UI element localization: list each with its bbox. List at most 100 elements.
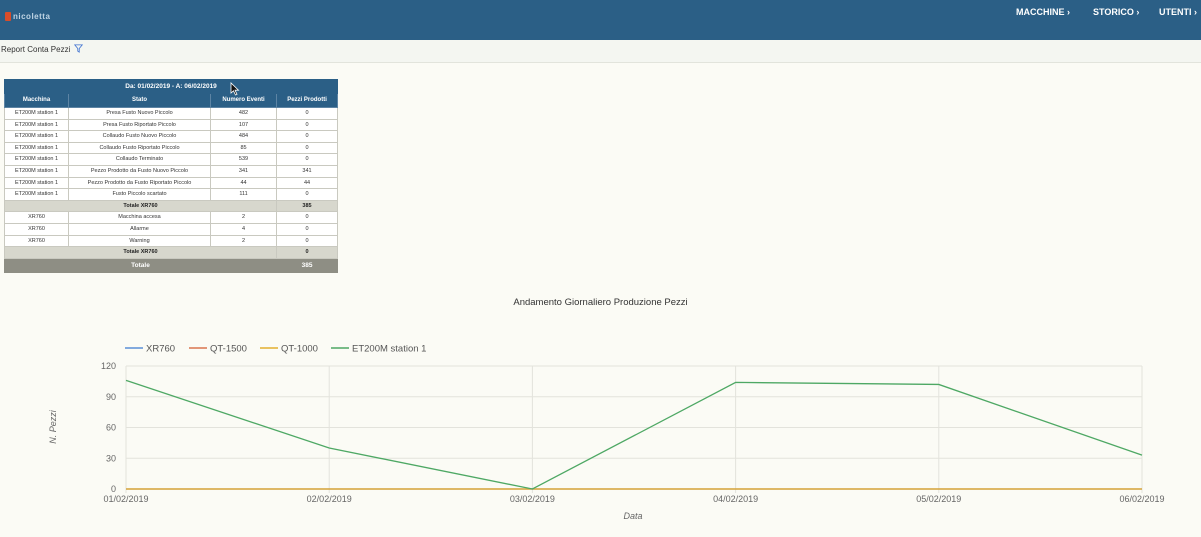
subtotal-value: 385	[275, 199, 339, 213]
col-header-macchina[interactable]: Macchina	[4, 93, 69, 108]
date-range-header: Da: 01/02/2019 - A: 06/02/2019	[3, 79, 339, 94]
y-axis-ticks: 120 90 60 30 0	[101, 361, 116, 494]
cell-pezzi: 0	[275, 211, 339, 224]
report-title: Report Conta Pezzi	[1, 45, 71, 54]
cell-stato: Warning	[68, 234, 211, 248]
nav-macchine[interactable]: MACCHINE ›	[1016, 7, 1070, 17]
top-navbar: nicoletta MACCHINE › STORICO › UTENTI ›	[0, 0, 1201, 40]
cell-macchina: ET200M station 1	[4, 153, 69, 166]
production-line-chart: XR760 QT-1500 QT-1000 ET200M station 1 120 9…	[48, 344, 1165, 522]
table-row: XR760 Macchina accesa 2 0	[4, 211, 339, 224]
y-tick-label: 0	[111, 484, 116, 494]
cell-stato: Collaudo Fusto Nuovo Piccolo	[68, 130, 211, 143]
table-row: XR760 Warning 2 0	[4, 234, 339, 248]
nav-utenti[interactable]: UTENTI ›	[1159, 7, 1197, 17]
legend-item-label[interactable]: QT-1000	[281, 344, 318, 355]
cell-stato: Macchina accesa	[68, 211, 211, 224]
subtotal-value: 0	[275, 246, 339, 259]
table-row: ET200M station 1 Collaudo Fusto Riportat…	[4, 141, 339, 155]
total-label: Totale	[4, 257, 277, 273]
col-header-numero-eventi[interactable]: Numero Eventi	[210, 93, 277, 108]
cell-pezzi: 0	[275, 141, 339, 155]
subtotal-label: Totale XR760	[4, 246, 277, 259]
cell-stato: Presa Fusto Nuovo Piccolo	[68, 107, 211, 120]
cell-pezzi: 0	[275, 234, 339, 248]
x-axis-ticks: 01/02/2019 02/02/2019 03/02/2019 04/02/2019…	[103, 494, 1164, 504]
y-tick-label: 30	[106, 453, 116, 463]
total-row: Totale 385	[4, 257, 339, 273]
mouse-cursor-icon	[230, 82, 240, 96]
table-row: ET200M station 1 Presa Fusto Nuovo Picco…	[4, 107, 339, 120]
cell-pezzi: 0	[275, 118, 339, 132]
cell-macchina: XR760	[4, 234, 69, 248]
total-value: 385	[275, 257, 339, 273]
table-row: ET200M station 1 Collaudo Terminato 539 …	[4, 153, 339, 166]
x-tick-label: 02/02/2019	[307, 494, 352, 504]
app-logo[interactable]: nicoletta	[5, 10, 50, 22]
legend-item-label[interactable]: ET200M station 1	[352, 344, 426, 355]
cell-eventi: 111	[210, 188, 277, 201]
nav-storico[interactable]: STORICO ›	[1093, 7, 1140, 17]
cell-stato: Allarme	[68, 222, 211, 236]
cell-pezzi: 0	[275, 130, 339, 143]
cell-macchina: ET200M station 1	[4, 130, 69, 143]
cell-pezzi: 341	[275, 164, 339, 178]
table-row: ET200M station 1 Pezzo Prodotto da Fusto…	[4, 164, 339, 178]
chart-title: Andamento Giornaliero Produzione Pezzi	[513, 297, 688, 308]
logo-mark-icon	[5, 11, 11, 21]
cell-eventi: 2	[210, 234, 277, 248]
chart-grid	[125, 365, 1143, 493]
cell-stato: Collaudo Terminato	[68, 153, 211, 166]
x-tick-label: 06/02/2019	[1119, 494, 1164, 504]
cell-pezzi: 0	[275, 188, 339, 201]
y-tick-label: 120	[101, 361, 116, 371]
cell-macchina: ET200M station 1	[4, 118, 69, 132]
x-tick-label: 05/02/2019	[916, 494, 961, 504]
cell-macchina: ET200M station 1	[4, 176, 69, 190]
cell-pezzi: 44	[275, 176, 339, 190]
legend-item-label[interactable]: XR760	[146, 344, 175, 355]
y-tick-label: 90	[106, 392, 116, 402]
x-tick-label: 01/02/2019	[103, 494, 148, 504]
x-axis-label: Data	[623, 511, 642, 521]
cell-eventi: 482	[210, 107, 277, 120]
table-row: ET200M station 1 Pezzo Prodotto da Fusto…	[4, 176, 339, 190]
table-row: XR760 Allarme 4 0	[4, 222, 339, 236]
table-row: ET200M station 1 Collaudo Fusto Nuovo Pi…	[4, 130, 339, 143]
cell-eventi: 107	[210, 118, 277, 132]
cell-pezzi: 0	[275, 153, 339, 166]
cell-macchina: ET200M station 1	[4, 141, 69, 155]
filter-icon[interactable]	[74, 44, 83, 53]
cell-eventi: 2	[210, 211, 277, 224]
col-header-stato[interactable]: Stato	[68, 93, 211, 108]
report-toolbar: Report Conta Pezzi	[0, 40, 1201, 63]
table-row: ET200M station 1 Presa Fusto Riportato P…	[4, 118, 339, 132]
cell-macchina: XR760	[4, 211, 69, 224]
cell-stato: Pezzo Prodotto da Fusto Riportato Piccol…	[68, 176, 211, 190]
cell-macchina: ET200M station 1	[4, 164, 69, 178]
cell-eventi: 484	[210, 130, 277, 143]
cell-stato: Presa Fusto Riportato Piccolo	[68, 118, 211, 132]
cell-eventi: 341	[210, 164, 277, 178]
cell-macchina: ET200M station 1	[4, 188, 69, 201]
report-table: Da: 01/02/2019 - A: 06/02/2019 Macchina …	[3, 79, 339, 273]
subtotal-label: Totale XR760	[4, 199, 277, 213]
y-tick-label: 60	[106, 423, 116, 433]
cell-eventi: 85	[210, 141, 277, 155]
y-axis-label: N. Pezzi	[48, 409, 58, 444]
subtotal-row: Totale XR760 0	[4, 246, 339, 259]
cell-stato: Pezzo Prodotto da Fusto Nuovo Piccolo	[68, 164, 211, 178]
table-row: ET200M station 1 Fusto Piccolo scartato …	[4, 188, 339, 201]
col-header-pezzi-prodotti[interactable]: Pezzi Prodotti	[275, 93, 339, 108]
cell-eventi: 4	[210, 222, 277, 236]
cell-stato: Fusto Piccolo scartato	[68, 188, 211, 201]
x-tick-label: 04/02/2019	[713, 494, 758, 504]
cell-pezzi: 0	[275, 107, 339, 120]
cell-eventi: 539	[210, 153, 277, 166]
cell-eventi: 44	[210, 176, 277, 190]
series-line-3[interactable]	[125, 379, 1143, 490]
cell-stato: Collaudo Fusto Riportato Piccolo	[68, 141, 211, 155]
legend-item-label[interactable]: QT-1500	[210, 344, 247, 355]
cell-pezzi: 0	[275, 222, 339, 236]
chart-legend: XR760 QT-1500 QT-1000 ET200M station 1	[125, 344, 426, 355]
